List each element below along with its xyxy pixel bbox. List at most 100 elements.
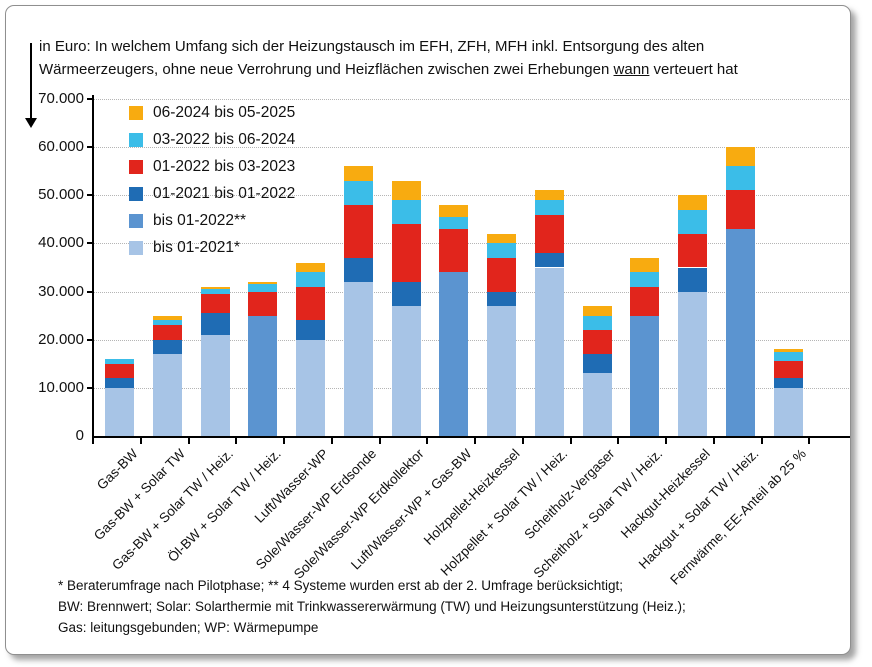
chart-title-line2-pre: Wärmeerzeugers, ohne neue Verrohrung und… — [39, 60, 610, 78]
legend-item: 06-2024 bis 05-2025 — [129, 99, 295, 126]
bar-segment — [630, 272, 660, 287]
bar-segment — [391, 281, 421, 306]
bar-segment — [296, 262, 326, 273]
bar-segment — [152, 315, 182, 321]
legend-item: 01-2021 bis 01-2022 — [129, 180, 295, 207]
bar-segment — [630, 257, 660, 273]
bar-segment — [343, 281, 373, 436]
bar-segment — [105, 378, 135, 388]
footnote-line-2: BW: Brennwert; Solar: Solarthermie mit T… — [58, 598, 686, 614]
gridline — [94, 243, 850, 245]
bar-segment — [343, 257, 373, 282]
bar-segment — [105, 363, 135, 379]
bar-segment — [678, 291, 708, 436]
bar-segment — [152, 325, 182, 340]
chart-title-line1: in Euro: In welchem Umfang sich der Heiz… — [39, 38, 705, 55]
x-axis-label: Scheitholz-Vergaser — [521, 446, 618, 543]
bar-segment — [534, 267, 564, 436]
x-axis-tick — [665, 438, 667, 444]
bar-segment — [773, 349, 803, 352]
bar-segment — [487, 291, 517, 306]
x-axis-tick — [569, 438, 572, 444]
x-axis-tick — [521, 438, 524, 444]
chart-legend: 06-2024 bis 05-2025 03-2022 bis 06-2024 01… — [129, 99, 295, 261]
bar-segment — [678, 267, 708, 292]
x-axis-tick — [92, 438, 94, 444]
gridline — [94, 339, 850, 341]
bar-segment — [200, 334, 230, 436]
bar-segment — [391, 180, 421, 201]
y-axis-label: 20.000 — [38, 330, 84, 348]
bar-segment — [487, 306, 517, 436]
y-axis-label: 50.000 — [38, 186, 84, 204]
bar-segment — [391, 200, 421, 225]
bar-segment — [391, 306, 421, 436]
y-axis-label: 30.000 — [38, 282, 84, 300]
bar-segment — [773, 378, 803, 388]
gridline — [94, 147, 850, 149]
x-axis-tick — [426, 438, 429, 444]
legend-swatch — [129, 132, 143, 147]
bar-segment — [725, 147, 755, 167]
bar-segment — [725, 190, 755, 229]
y-axis-tick — [87, 338, 93, 341]
legend-item: 03-2022 bis 06-2024 — [129, 126, 295, 153]
bar-segment — [296, 286, 326, 321]
bar-segment — [582, 354, 612, 374]
bar-segment — [152, 354, 182, 436]
y-axis-label: 70.000 — [38, 90, 84, 107]
bar-segment — [773, 351, 803, 362]
legend-swatch — [129, 186, 143, 201]
bar-segment — [343, 166, 373, 181]
x-axis-tick — [378, 438, 381, 444]
gridline — [94, 195, 850, 197]
bar-segment — [200, 286, 230, 290]
bar-segment — [773, 387, 803, 436]
bar-segment — [439, 204, 469, 217]
y-axis-label: 10.000 — [38, 378, 84, 396]
legend-label: 03-2022 bis 06-2024 — [153, 130, 296, 148]
legend-label: bis 01-2021* — [153, 238, 241, 256]
bar-segment — [725, 228, 755, 436]
bar-segment — [439, 216, 469, 229]
y-axis-tick — [87, 242, 93, 245]
bar-segment — [296, 320, 326, 340]
x-axis-label: Gas-BW + Solar TW — [90, 446, 189, 544]
bar-segment — [200, 289, 230, 294]
legend-item: bis 01-2021* — [129, 234, 295, 261]
chart-title-underlined-word: wann — [613, 60, 650, 78]
gridline — [94, 99, 850, 100]
x-axis-line — [92, 436, 850, 438]
bar-segment — [678, 233, 708, 268]
bar-segment — [296, 339, 326, 436]
bar-segment — [582, 373, 612, 436]
y-axis-line — [92, 95, 94, 438]
legend-label: 01-2021 bis 01-2022 — [153, 184, 296, 202]
y-axis-label: 40.000 — [38, 234, 84, 252]
y-axis-tick — [87, 146, 93, 149]
bar-segment — [439, 228, 469, 273]
legend-label: 01-2022 bis 03-2023 — [153, 157, 296, 175]
bar-segment — [248, 315, 278, 436]
x-axis-tick — [283, 438, 285, 444]
bar-segment — [487, 257, 517, 292]
legend-label: 06-2024 bis 05-2025 — [153, 103, 296, 121]
legend-swatch — [129, 105, 143, 120]
bar-segment — [534, 190, 564, 201]
x-axis-tick — [187, 438, 190, 444]
bar-segment — [296, 272, 326, 287]
bar-segment — [630, 286, 660, 316]
bar-segment — [105, 387, 135, 436]
x-axis-tick — [474, 438, 476, 444]
bar-segment — [630, 315, 660, 436]
bar-segment — [152, 320, 182, 326]
bar-segment — [439, 272, 469, 436]
x-axis-label: Gas-BW — [93, 446, 141, 493]
x-axis-tick — [712, 438, 715, 444]
bar-segment — [105, 358, 135, 364]
footnote-line-3: Gas: leitungsgebunden; WP: Wärmepumpe — [58, 619, 319, 635]
gridline — [94, 291, 850, 293]
legend-swatch — [129, 240, 143, 255]
y-axis-label: 60.000 — [38, 138, 84, 156]
legend-item: 01-2022 bis 03-2023 — [129, 153, 295, 180]
